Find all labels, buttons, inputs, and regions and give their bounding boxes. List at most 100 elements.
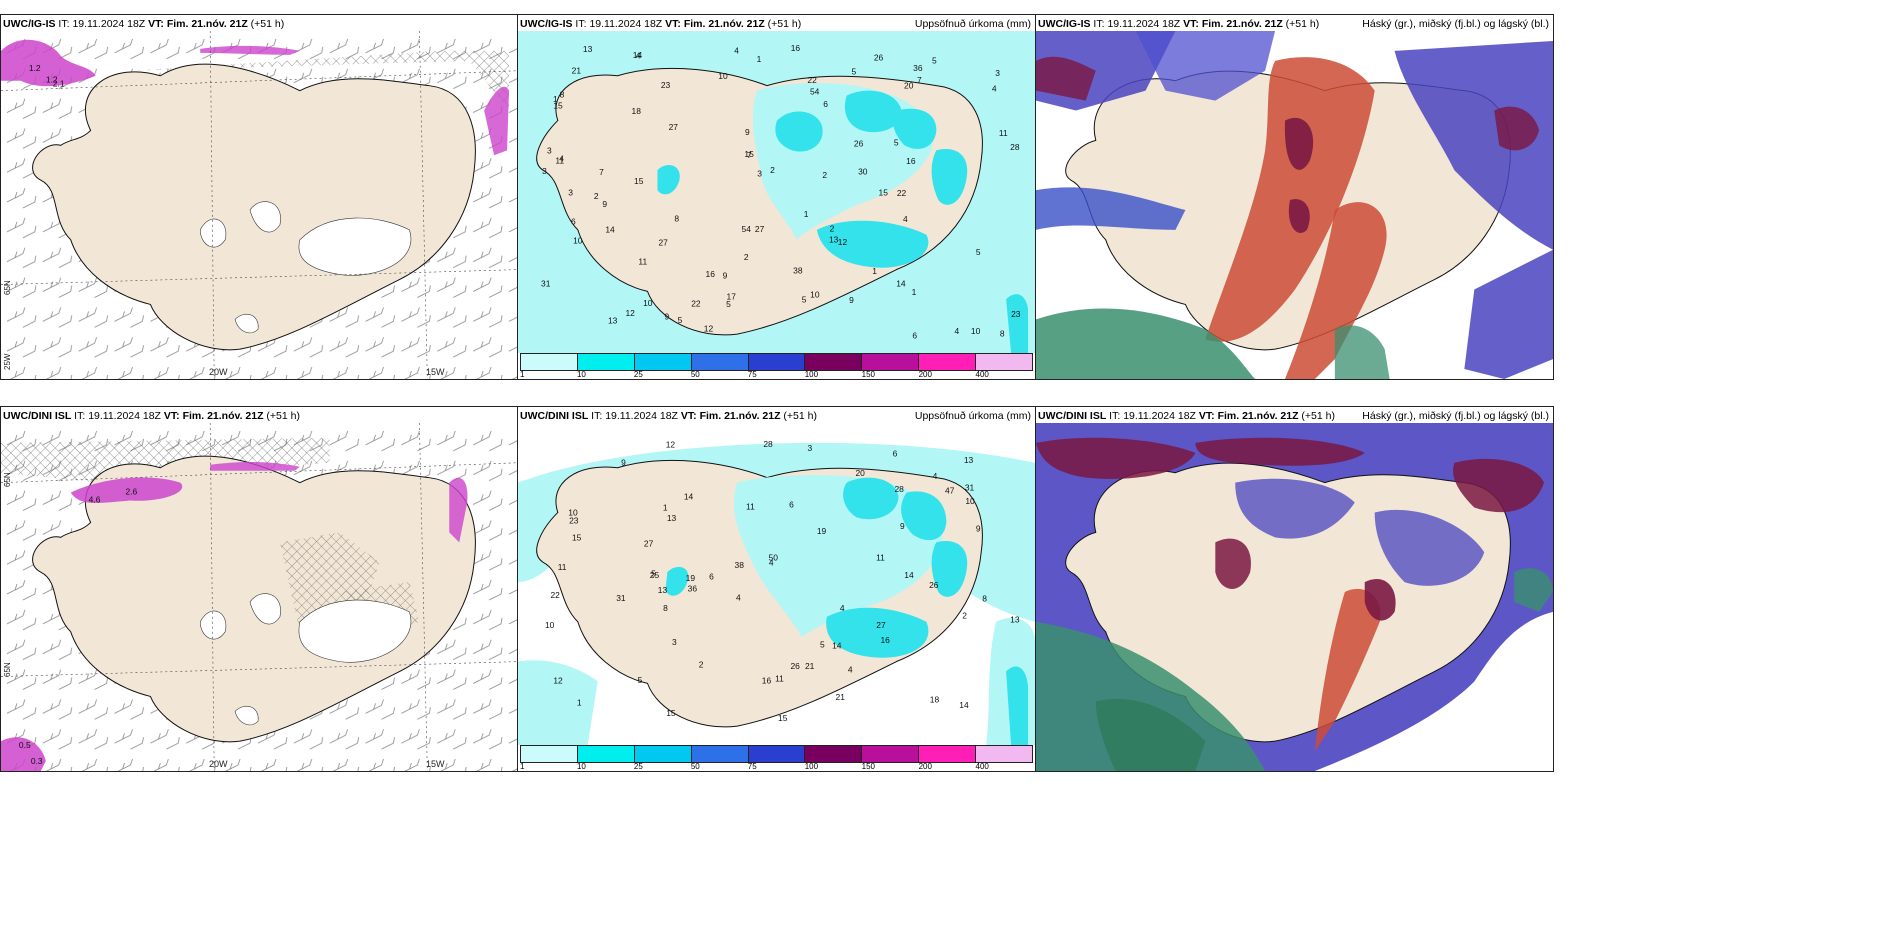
precip-value-label: 14 [896, 279, 906, 289]
precip-value-label: 22 [550, 590, 560, 600]
precip-value-label: 3 [547, 146, 552, 156]
legend-tick: 200 [918, 370, 932, 379]
vt-label: VT: [148, 18, 164, 30]
precip-map-panel-dini: UWC/DINI ISL IT: 19.11.2024 18Z VT: Fim.… [517, 406, 1036, 772]
precip-value-label: 22 [897, 188, 907, 198]
precip-value-label: 10 [573, 236, 583, 246]
map-svg: 0.5 0.3 2.6 4.6 [1, 423, 517, 771]
axis-label-65n: 65N [3, 662, 12, 677]
precip-value-label: 14 [684, 492, 694, 502]
precip-value-label: 18 [632, 106, 642, 116]
precip-value-label: 12 [838, 237, 848, 247]
precip-value-label: 12 [625, 308, 635, 318]
precip-value-label: 3 [542, 166, 547, 176]
precip-value-label: 11 [999, 128, 1008, 138]
precip-value-label: 9 [665, 311, 670, 321]
legend-swatch [691, 354, 749, 370]
precip-value-label: 2 [830, 223, 835, 233]
precip-value-label: 47 [945, 485, 955, 495]
precip-value-label: 36 [913, 63, 923, 73]
precip-value-label: 4 [559, 153, 564, 163]
model-name: UWC/IG-IS [1038, 18, 1091, 30]
legend-tick: 1 [520, 370, 525, 379]
precip-value-label: 13 [829, 235, 839, 245]
panel-title-right: Uppsöfnuð úrkoma (mm) [914, 410, 1031, 422]
precip-value-label: 31 [965, 483, 975, 493]
precip-value-label: 30 [858, 166, 868, 176]
vt-label: VT: [1183, 18, 1199, 30]
legend-swatch [691, 746, 749, 762]
vt-value: Fim. 21.nóv. 21Z [1201, 18, 1283, 30]
legend-tick: 10 [576, 370, 586, 379]
precip-value-label: 54 [810, 87, 820, 97]
legend-tick: 400 [975, 370, 989, 379]
precip-value-label: 13 [658, 585, 668, 595]
precip-value-label: 15 [744, 149, 754, 159]
precip-value-label: 26 [874, 52, 884, 62]
precip-value-label: 14 [633, 50, 643, 60]
legend-tick: 100 [804, 762, 819, 771]
axis-label-15w: 15W [426, 759, 445, 769]
precip-value-label: 9 [723, 270, 728, 280]
lead-time: (+51 h) [1285, 18, 1320, 30]
model-name: UWC/DINI ISL [3, 410, 72, 422]
precip-value-label: 9 [621, 457, 626, 467]
map-svg [1036, 423, 1553, 771]
panel-header: UWC/DINI ISL IT: 19.11.2024 18Z VT: Fim.… [520, 409, 1031, 423]
legend-swatch [577, 354, 635, 370]
lead-time: (+51 h) [1301, 410, 1335, 422]
legend-swatch [862, 354, 920, 370]
model-name: UWC/DINI ISL [1038, 410, 1107, 422]
precip-value-label: 9 [900, 521, 905, 531]
legend-swatch [634, 746, 692, 762]
lead-time: (+51 h) [266, 410, 300, 422]
wind-map: 1.2 1.2 2.1 [1, 31, 517, 379]
precip-value-label: 9 [745, 127, 750, 137]
wind-map-panel-igis: UWC/IG-IS IT: 19.11.2024 18Z VT: Fim. 21… [0, 14, 518, 380]
it-value: 19.11.2024 18Z [72, 18, 146, 30]
precip-value-label: 10 [965, 496, 975, 506]
precip-value-label: 5 [852, 67, 857, 77]
precip-value-label: 27 [755, 224, 765, 234]
precip-value-label: 1 [872, 266, 877, 276]
map-svg: 3153142695244151811103121147103245566213… [518, 31, 1035, 353]
precip-value-label: 1 [757, 54, 762, 64]
legend-tick: 25 [633, 370, 643, 379]
precip-value-label: 23 [661, 80, 671, 90]
precip-value-label: 12 [666, 440, 676, 450]
precip-value-label: 1 [577, 697, 582, 707]
vt-label: VT: [1198, 410, 1215, 422]
legend-swatch [976, 354, 1033, 370]
legend-tick: 25 [633, 762, 643, 771]
it-value: 19.11.2024 18Z [605, 410, 678, 422]
legend-swatch [521, 746, 578, 762]
precip-value-label: 15 [572, 532, 582, 542]
legend-swatch [634, 354, 692, 370]
precip-value-label: 5 [820, 640, 825, 650]
precip-map: 3 4 4 5 6 4 11 13 16 14 4 5 3 1 6 4 14 9 19 8 6 2 1 2 15 21 12 16 22… [518, 423, 1035, 745]
precip-value-label: 13 [583, 44, 593, 54]
precip-value-label: 16 [906, 156, 916, 166]
it-value: 19.11.2024 18Z [589, 18, 663, 30]
panel-title-right: Háský (gr.), miðský (fj.bl.) og lágský (… [1362, 18, 1549, 30]
legend-swatch [919, 746, 977, 762]
precip-value-label: 21 [805, 661, 815, 671]
precip-value-label: 8 [1000, 329, 1005, 339]
panel-header: UWC/IG-IS IT: 19.11.2024 18Z VT: Fim. 21… [3, 17, 513, 31]
axis-label-15w: 15W [426, 367, 445, 377]
precip-value-label: 3 [757, 169, 762, 179]
precip-value-label: 6 [571, 217, 576, 227]
it-value: 19.11.2024 18Z [88, 410, 161, 422]
vt-value: Fim. 21.nóv. 21Z [683, 18, 765, 30]
precip-value-label: 5 [726, 299, 731, 309]
vt-label: VT: [680, 410, 697, 422]
legend-bar [520, 745, 1033, 763]
precip-value-label: 10 [568, 508, 578, 518]
lead-time: (+51 h) [250, 18, 285, 30]
precip-value-label: 13 [1010, 615, 1020, 625]
precip-value-label: 11 [775, 674, 784, 684]
legend-tick: 75 [747, 762, 757, 771]
precip-value-label: 22 [807, 75, 817, 85]
precip-value-label: 9 [849, 295, 854, 305]
